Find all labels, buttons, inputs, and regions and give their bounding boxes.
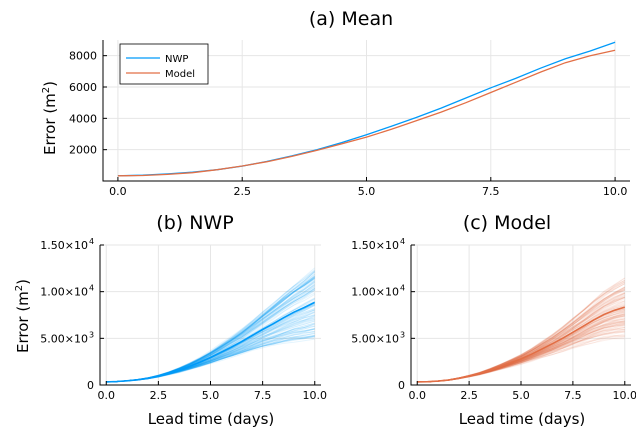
panel-title: (c) Model xyxy=(463,212,551,234)
x-tick-label: 7.5 xyxy=(254,389,272,402)
y-axis-label: Error (m2) xyxy=(41,81,59,155)
x-tick-label: 10.0 xyxy=(613,389,636,402)
y-tick-exponent: 4 xyxy=(89,284,94,293)
axis-spine xyxy=(102,40,630,182)
x-tick-label: 7.5 xyxy=(564,389,582,402)
series-line-mean xyxy=(417,306,626,383)
series-line-mean xyxy=(106,301,316,383)
x-tick-label: 5.0 xyxy=(512,389,530,402)
y-tick-exponent: 4 xyxy=(400,284,405,293)
grid xyxy=(103,40,630,181)
y-tick-exponent: 4 xyxy=(400,237,405,246)
tick-labels: 0.0 2.5 5.0 7.5 10.005.00×10 31.00×10 41.50×10… xyxy=(40,237,327,402)
axes xyxy=(99,244,321,386)
y-tick-exponent: 4 xyxy=(89,237,94,246)
x-tick-label: 5.0 xyxy=(358,185,376,198)
series-lines xyxy=(106,301,316,383)
x-tick-label: 10.0 xyxy=(302,389,327,402)
y-tick-label: 8000 xyxy=(69,50,97,63)
x-tick-label: 2.5 xyxy=(150,389,168,402)
series-lines xyxy=(417,306,626,383)
x-tick-label: 2.5 xyxy=(460,389,478,402)
axis-spine xyxy=(99,245,321,386)
y-tick-label: 1.50×10 xyxy=(40,239,88,252)
y-tick-label: 0 xyxy=(398,379,405,392)
legend-label-nwp: NWP xyxy=(165,54,188,65)
axis-spine xyxy=(410,245,631,386)
legend: NWP Model xyxy=(119,43,209,85)
tick-labels: 0.0 2.5 5.0 7.5 10.005.00×10 31.00×10 41.50×10… xyxy=(351,237,636,402)
x-tick-label: 0.0 xyxy=(408,389,426,402)
panel-nwp: (b) NWP 0.0 2.5 5.0 7.5 10.0 0 5.00×10 3 1.00×10… xyxy=(14,212,327,428)
x-tick-label: 5.0 xyxy=(202,389,220,402)
legend-box xyxy=(119,43,209,85)
y-tick-label: 1.50×10 xyxy=(351,239,399,252)
legend-label-model: Model xyxy=(165,69,195,80)
series-lines xyxy=(117,41,616,177)
panel-title: (a) Mean xyxy=(309,8,393,30)
y-axis-label: Error (m2) xyxy=(14,279,32,353)
x-tick-label: 2.5 xyxy=(233,185,251,198)
x-tick-label: 0.0 xyxy=(98,389,116,402)
panel-title: (b) NWP xyxy=(156,212,233,234)
y-tick-label: 6000 xyxy=(69,81,97,94)
panel-mean: (a) Mean 0.0 2.5 5.0 7.5 10.0 2000 4000 6000 800… xyxy=(41,8,630,198)
x-tick-label: 7.5 xyxy=(482,185,500,198)
y-tick-label: 1.00×10 xyxy=(40,286,88,299)
tick-labels: 0.0 2.5 5.0 7.5 10.0 2000 4000 6000 8000 xyxy=(69,50,627,198)
x-axis-label: Lead time (days) xyxy=(148,410,275,428)
y-tick-label: 5.00×10 xyxy=(351,332,399,345)
y-tick-label: 5.00×10 xyxy=(40,332,88,345)
y-tick-label: 4000 xyxy=(69,112,97,125)
axes xyxy=(102,40,630,182)
y-tick-exponent: 3 xyxy=(89,330,94,339)
axes xyxy=(410,244,631,386)
y-tick-label: 1.00×10 xyxy=(351,286,399,299)
x-tick-label: 10.0 xyxy=(603,185,628,198)
x-axis-label: Lead time (days) xyxy=(459,410,586,428)
series-line-model xyxy=(117,49,616,177)
y-tick-label: 0 xyxy=(87,379,94,392)
y-tick-exponent: 3 xyxy=(400,330,405,339)
panel-model: (c) Model 0.0 2.5 5.0 7.5 10.0 0 5.00×10 3 1.00×… xyxy=(351,212,636,428)
y-tick-label: 2000 xyxy=(69,144,97,157)
x-tick-label: 0.0 xyxy=(109,185,127,198)
